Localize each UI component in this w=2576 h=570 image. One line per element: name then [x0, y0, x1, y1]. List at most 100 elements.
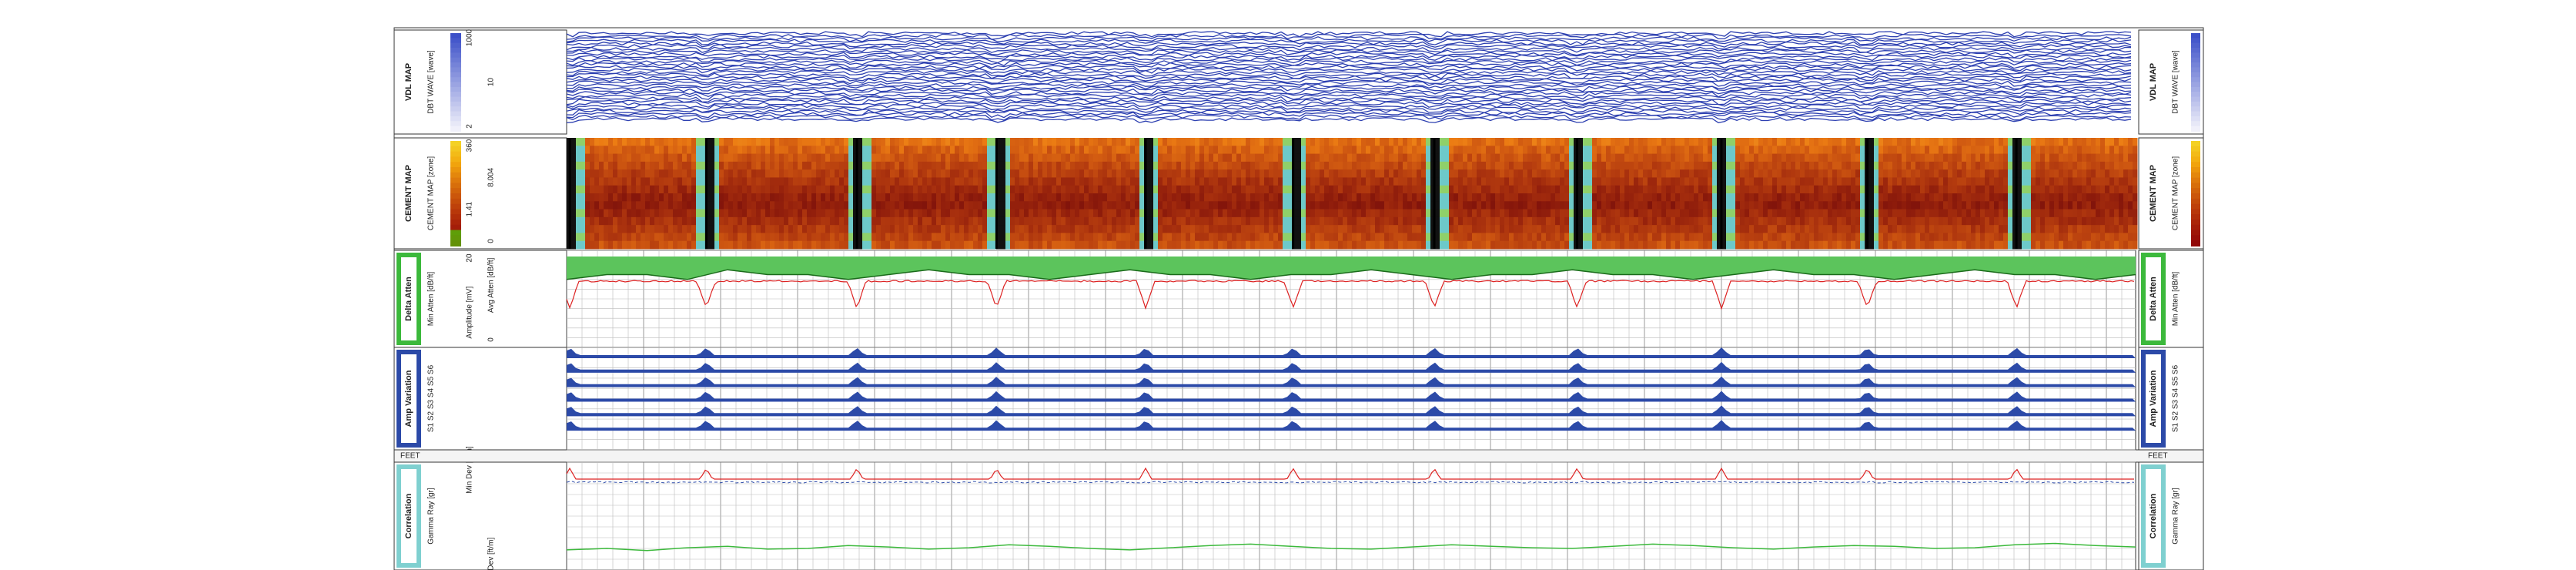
- cement-cell: [1426, 161, 1431, 170]
- cement-cell: [1555, 177, 1561, 186]
- scale-label: 8.004: [487, 167, 496, 186]
- cement-cell: [1708, 209, 1713, 218]
- cement-cell: [1546, 225, 1551, 233]
- cement-cell: [890, 225, 895, 233]
- cement-cell: [1241, 216, 1246, 226]
- cement-cell: [1370, 169, 1376, 178]
- cement-cell: [1296, 169, 1302, 178]
- cement-cell: [751, 185, 757, 194]
- cement-cell: [807, 138, 812, 146]
- cement-cell: [816, 209, 821, 218]
- cement-cell: [710, 161, 715, 170]
- cement-cell: [1010, 169, 1015, 178]
- cement-cell: [1116, 216, 1122, 226]
- cement-cell: [654, 185, 660, 194]
- cement-cell: [1066, 233, 1071, 242]
- cement-cell: [1592, 146, 1597, 155]
- cement-cell: [2133, 169, 2138, 178]
- cement-cell: [1181, 225, 1186, 233]
- cement-cell: [945, 169, 951, 178]
- cement-cell: [636, 201, 641, 210]
- cement-cell: [604, 138, 609, 146]
- cement-cell: [1777, 146, 1782, 155]
- cement-cell: [604, 169, 609, 178]
- cement-cell: [691, 240, 697, 250]
- cement-cell: [1001, 153, 1006, 163]
- cement-cell: [1546, 153, 1551, 163]
- cement-cell: [1860, 146, 1865, 155]
- cement-cell: [858, 161, 863, 170]
- cement-cell: [1495, 216, 1500, 226]
- cement-cell: [992, 185, 997, 194]
- cement-cell: [1283, 216, 1288, 226]
- cement-cell: [1855, 138, 1861, 146]
- cement-cell: [2003, 193, 2009, 202]
- cement-cell: [2036, 146, 2041, 155]
- cement-cell: [1546, 233, 1551, 242]
- cement-cell: [1075, 209, 1080, 218]
- cement-cell: [1329, 169, 1334, 178]
- cement-cell: [1024, 146, 1029, 155]
- cement-cell: [1842, 233, 1847, 242]
- cement-cell: [1467, 216, 1473, 226]
- cement-cell: [1823, 146, 1828, 155]
- cement-cell: [1629, 177, 1634, 186]
- cement-cell: [918, 209, 923, 218]
- cement-cell: [885, 233, 891, 242]
- cement-cell: [779, 138, 785, 146]
- cement-cell: [1029, 193, 1034, 202]
- cement-cell: [1768, 216, 1773, 226]
- cement-cell: [1777, 185, 1782, 194]
- cement-cell: [1167, 169, 1173, 178]
- cement-cell: [1671, 216, 1676, 226]
- cement-cell: [1352, 153, 1357, 163]
- cement-cell: [2073, 201, 2078, 210]
- cement-cell: [1199, 240, 1205, 250]
- cement-cell: [1754, 146, 1759, 155]
- cement-cell: [987, 209, 992, 218]
- cement-cell: [1675, 233, 1681, 242]
- cement-cell: [848, 233, 854, 242]
- cement-cell: [1287, 177, 1293, 186]
- cement-cell: [1721, 240, 1727, 250]
- panel-title: Amp Variation: [404, 370, 413, 427]
- cement-cell: [627, 161, 632, 170]
- cement-cell: [1897, 138, 1902, 146]
- cement-cell: [1902, 161, 1907, 170]
- cement-cell: [2068, 240, 2073, 250]
- cement-cell: [2036, 209, 2041, 218]
- cement-cell: [1158, 201, 1163, 210]
- cement-cell: [1948, 138, 1953, 146]
- cement-cell: [1061, 193, 1066, 202]
- cement-cell: [701, 161, 706, 170]
- cement-cell: [1680, 209, 1685, 218]
- cement-cell: [1260, 209, 1265, 218]
- cement-cell: [1384, 201, 1390, 210]
- cement-cell: [1038, 240, 1043, 250]
- cement-cell: [1560, 193, 1565, 202]
- cement-cell: [1985, 177, 1990, 186]
- cement-cell: [1638, 161, 1644, 170]
- cement-cell: [867, 146, 872, 155]
- cement-cell: [622, 201, 627, 210]
- cement-cell: [1093, 138, 1099, 146]
- cement-cell: [1412, 240, 1417, 250]
- cement-cell: [1324, 138, 1330, 146]
- cement-cell: [1985, 138, 1990, 146]
- cement-cell: [1952, 177, 1958, 186]
- cement-cell: [1338, 240, 1343, 250]
- cement-cell: [724, 161, 729, 170]
- cement-cell: [978, 169, 983, 178]
- cement-cell: [1564, 201, 1570, 210]
- cement-cell: [1084, 216, 1089, 226]
- cement-cell: [1934, 240, 1939, 250]
- cement-cell: [1874, 169, 1879, 178]
- cement-cell: [1167, 225, 1173, 233]
- cement-cell: [876, 233, 882, 242]
- cement-cell: [1223, 169, 1228, 178]
- cement-cell: [2082, 201, 2087, 210]
- cement-cell: [1985, 225, 1990, 233]
- cement-cell: [631, 153, 637, 163]
- color-bar: [2191, 126, 2200, 132]
- cement-cell: [1440, 185, 1445, 194]
